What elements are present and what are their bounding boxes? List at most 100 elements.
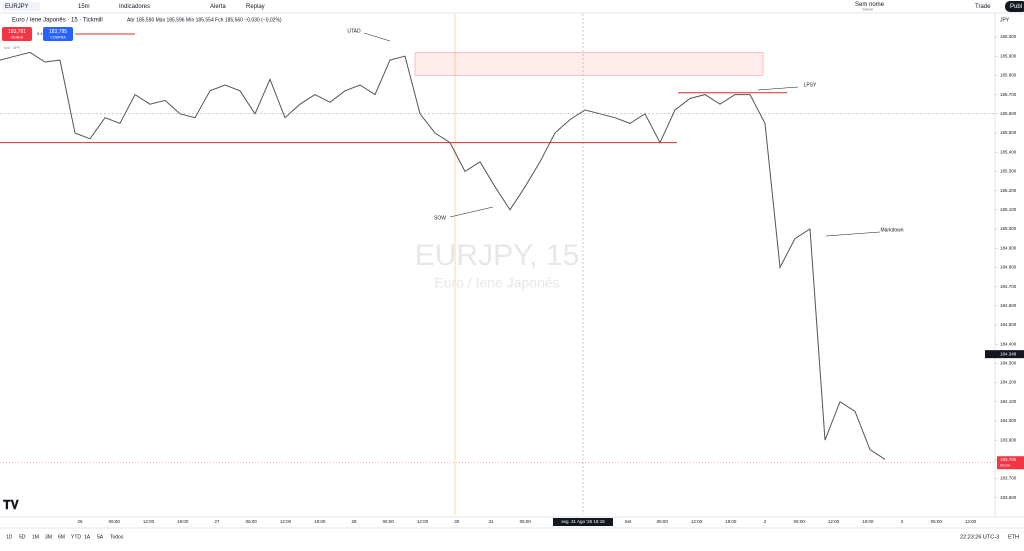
y-tick-label: 185.200 [1000, 188, 1017, 193]
y-tick-label: 185.700 [1000, 92, 1017, 97]
x-tick-label: 12:00 [280, 519, 292, 524]
y-tick-label: 184.400 [1000, 341, 1017, 346]
session[interactable]: ETH [1008, 534, 1019, 540]
x-tick-label: 06:00 [657, 519, 669, 524]
last-price: 183.785 [1000, 457, 1017, 462]
logo: 𝐓𝐕 [3, 498, 20, 512]
x-tick-label: 12:00 [965, 519, 977, 524]
supply-zone [414, 52, 764, 76]
annotation: UTAD [347, 28, 361, 34]
x-tick-label: 26 [77, 519, 83, 524]
legend-ohlc: Abr 185,590 Máx 185,596 Mín 185,554 Fch … [127, 17, 282, 23]
current-price: 184.348 [1000, 351, 1017, 356]
x-tick-label: Set [625, 519, 633, 524]
y-tick-label: 183.600 [1000, 495, 1017, 500]
replay[interactable]: Replay [246, 4, 265, 10]
last-price-box [997, 456, 1024, 470]
annotation: LPSY [804, 82, 817, 88]
y-tick-label: 185.600 [1000, 111, 1017, 116]
watermark-name: Euro / Iene Japonês [434, 275, 559, 291]
range-button[interactable]: YTD [71, 534, 81, 540]
publish-button[interactable] [1005, 1, 1024, 12]
y-tick-label: 186.000 [1000, 34, 1017, 39]
symbol[interactable]: EURJPY [5, 4, 29, 10]
y-tick-label: 184.300 [1000, 361, 1017, 366]
range-button[interactable]: 6M [58, 534, 65, 540]
countdown: 06:34 [1000, 462, 1011, 467]
sub-legend: Vol · JPY [4, 45, 21, 50]
y-tick-label: 184.700 [1000, 284, 1017, 289]
x-tick-label: 18:00 [177, 519, 189, 524]
layout-name[interactable]: Sem nome [855, 2, 885, 8]
x-tick-label: 12:00 [143, 519, 155, 524]
crosshair-time-box [553, 518, 613, 526]
y-tick-label: 183.900 [1000, 437, 1017, 442]
annotation-arrow [449, 206, 494, 218]
y-tick-label: 184.900 [1000, 245, 1017, 250]
annotation: SOW [434, 215, 446, 221]
buy-price[interactable]: 183,785 [49, 29, 67, 35]
range-button[interactable]: 1A [84, 534, 91, 540]
y-tick-label: 183.700 [1000, 476, 1017, 481]
current-price-box [985, 350, 1024, 359]
y-tick-label: 185.300 [1000, 169, 1017, 174]
indicators[interactable]: Indicadores [119, 4, 150, 10]
sell-price[interactable]: 183,781 [8, 29, 26, 35]
x-tick-label: 06:00 [520, 519, 532, 524]
range-button[interactable]: 1M [32, 534, 39, 540]
x-tick-label: 18:00 [725, 519, 737, 524]
y-tick-label: 185.000 [1000, 226, 1017, 231]
x-tick-label: 18:00 [862, 519, 874, 524]
y-tick-label: 185.800 [1000, 73, 1017, 78]
buy[interactable]: COMPRA [50, 35, 66, 39]
save[interactable]: Salvar [862, 7, 874, 12]
x-tick-label: 2 [764, 519, 767, 524]
y-tick-label: 185.500 [1000, 130, 1017, 135]
y-tick-label: 184.100 [1000, 399, 1017, 404]
y-tick-label: 184.200 [1000, 380, 1017, 385]
symbol-box[interactable] [2, 2, 40, 11]
range-button[interactable]: Todos [110, 534, 124, 540]
x-tick-label: 12:00 [691, 519, 703, 524]
currency: JPY [1000, 17, 1010, 23]
sell-button[interactable] [2, 27, 32, 41]
crosshair-time: seg. 31 Ago '26 16:15 [561, 519, 605, 524]
range-button[interactable]: 5D [19, 534, 26, 540]
legend-title: Euro / Iene Japonês · 15 · Tickmill [12, 18, 103, 24]
x-tick-label: 12:00 [417, 519, 429, 524]
spread: 0.4 [37, 31, 43, 36]
price-line [0, 51, 886, 460]
x-tick-label: 28 [351, 519, 357, 524]
y-tick-label: 185.900 [1000, 53, 1017, 58]
x-tick-label: 12:00 [828, 519, 840, 524]
y-tick-label: 185.100 [1000, 207, 1017, 212]
annotation-arrow [825, 231, 881, 237]
range-button[interactable]: 5A [97, 534, 104, 540]
publish[interactable]: Publ [1010, 4, 1022, 10]
x-tick-label: 27 [214, 519, 220, 524]
y-tick-label: 184.500 [1000, 322, 1017, 327]
y-tick-label: 185.400 [1000, 149, 1017, 154]
x-tick-label: 30 [454, 519, 460, 524]
range-button[interactable]: 1D [6, 534, 13, 540]
alert[interactable]: Alerta [210, 4, 226, 10]
trade[interactable]: Trade [975, 4, 991, 10]
watermark-symbol: EURJPY, 15 [415, 239, 580, 272]
x-tick-label: 18:00 [314, 519, 326, 524]
range-button[interactable]: 3M [45, 534, 52, 540]
sell[interactable]: VENDA [11, 35, 24, 39]
x-tick-label: 06:00 [931, 519, 943, 524]
top-bar [0, 0, 1024, 13]
annotation: Markdown [880, 227, 903, 233]
y-tick-label: 184.800 [1000, 265, 1017, 270]
buy-button[interactable] [43, 27, 73, 41]
clock: 22:23:26 UTC-3 [960, 534, 999, 540]
annotation-arrow [757, 86, 799, 91]
y-tick-label: 184.600 [1000, 303, 1017, 308]
x-tick-label: 3 [901, 519, 904, 524]
interval[interactable]: 15m [78, 4, 90, 10]
price-axis [995, 14, 1024, 517]
x-tick-label: 06:00 [109, 519, 121, 524]
